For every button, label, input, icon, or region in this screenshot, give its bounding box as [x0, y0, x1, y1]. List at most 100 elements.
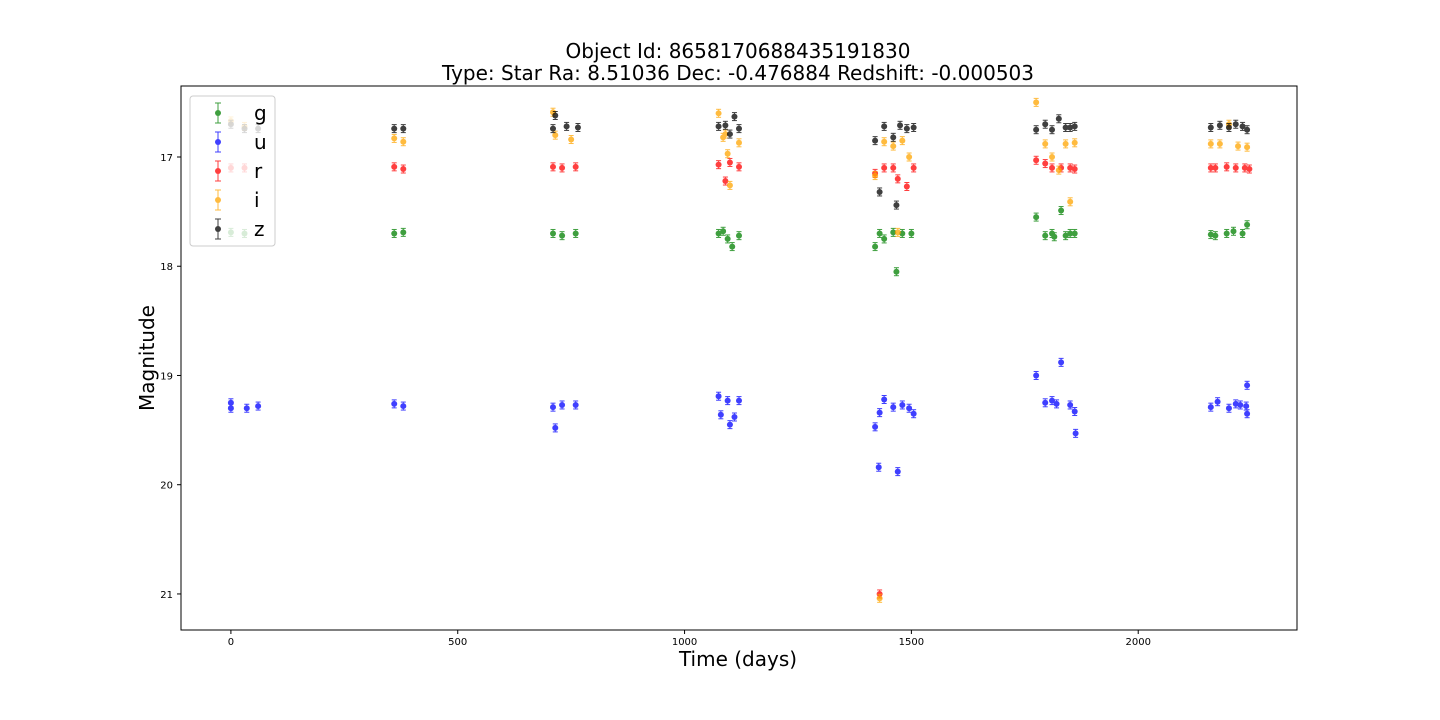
y-tick-label: 20 [160, 481, 173, 492]
data-point-u [559, 401, 566, 408]
data-point-r [1212, 164, 1219, 171]
data-point-z [1033, 126, 1040, 133]
data-point-i [715, 110, 722, 117]
data-point-z [1049, 126, 1056, 133]
data-point-u [736, 397, 742, 404]
data-point-i [1055, 167, 1062, 174]
data-point-u [1071, 408, 1078, 415]
x-tick-label: 0 [228, 637, 234, 648]
series-r [227, 155, 1253, 599]
data-point-g [715, 230, 722, 237]
legend-marker [215, 168, 221, 174]
data-point-i [724, 150, 731, 157]
data-point-z [552, 112, 559, 119]
data-point-g [729, 243, 736, 250]
data-point-i [890, 143, 897, 150]
data-point-i [391, 135, 398, 142]
data-point-i [894, 229, 901, 236]
data-point-u [550, 404, 556, 411]
data-point-r [736, 163, 742, 170]
data-point-i [1071, 139, 1078, 146]
data-point-u [1207, 404, 1214, 411]
data-point-g [736, 232, 742, 239]
data-point-z [726, 131, 733, 138]
legend-marker [215, 197, 221, 203]
data-point-r [1207, 164, 1214, 171]
data-point-u [894, 468, 901, 475]
series-z [227, 110, 1251, 210]
data-point-z [1244, 126, 1251, 133]
data-point-u [717, 411, 724, 418]
data-point-z [1055, 115, 1062, 122]
data-point-u [227, 405, 234, 412]
data-point-u [1225, 405, 1232, 412]
data-point-z [715, 123, 722, 130]
data-point-r [890, 164, 897, 171]
data-point-g [1239, 230, 1246, 237]
data-point-r [1232, 164, 1239, 171]
data-point-i [906, 154, 913, 161]
data-point-z [1067, 124, 1074, 131]
data-point-u [1244, 410, 1251, 417]
data-point-r [550, 163, 556, 170]
legend-marker [215, 226, 221, 232]
data-point-i [1033, 99, 1040, 106]
data-point-r [903, 183, 910, 190]
data-point-r [722, 178, 729, 185]
data-point-r [715, 161, 722, 168]
data-point-u [1053, 400, 1060, 407]
chart-title-line2: Type: Star Ra: 8.51036 Dec: -0.476884 Re… [441, 61, 1034, 85]
data-point-u [1049, 397, 1056, 404]
legend-label: r [254, 159, 263, 183]
data-point-z [391, 125, 398, 132]
series-i [227, 97, 1251, 603]
data-point-g [1058, 207, 1065, 214]
data-point-u [1072, 430, 1079, 437]
data-point-i [400, 138, 407, 145]
y-tick-label: 19 [160, 371, 173, 382]
data-point-u [1244, 382, 1251, 389]
data-point-u [872, 423, 879, 430]
data-point-g [559, 232, 566, 239]
data-point-z [1239, 123, 1246, 130]
legend-box [189, 95, 276, 247]
data-point-z [897, 122, 904, 129]
data-point-g [876, 230, 883, 237]
data-point-z [563, 123, 570, 130]
data-point-r [1223, 163, 1230, 170]
data-point-u [1232, 400, 1239, 407]
data-point-z [1216, 122, 1223, 129]
data-point-g [572, 230, 579, 237]
data-point-z [1207, 124, 1214, 131]
data-point-g [1042, 232, 1049, 239]
data-point-u [724, 397, 731, 404]
data-point-z [574, 124, 581, 131]
data-point-u [881, 396, 888, 403]
data-point-g [1051, 233, 1058, 240]
legend-marker [215, 110, 221, 116]
data-point-r [910, 164, 917, 171]
data-point-g [872, 243, 879, 250]
data-point-g [1223, 230, 1230, 237]
y-axis-label: Magnitude [135, 305, 159, 411]
data-point-g [550, 230, 556, 237]
data-point-r [894, 175, 901, 182]
data-point-i [726, 182, 733, 189]
data-point-u [400, 403, 407, 410]
data-point-z [400, 125, 407, 132]
data-point-z [893, 202, 900, 209]
data-point-r [572, 163, 579, 170]
data-point-i [722, 131, 729, 138]
data-point-g [720, 228, 727, 235]
legend-label: u [254, 130, 267, 154]
data-point-r [1071, 166, 1078, 173]
data-point-g [908, 230, 915, 237]
data-point-i [1207, 140, 1214, 147]
data-point-u [890, 404, 897, 411]
data-point-z [736, 125, 742, 132]
legend-label: i [254, 188, 260, 212]
data-point-z [550, 125, 556, 132]
data-point-r [1049, 164, 1056, 171]
